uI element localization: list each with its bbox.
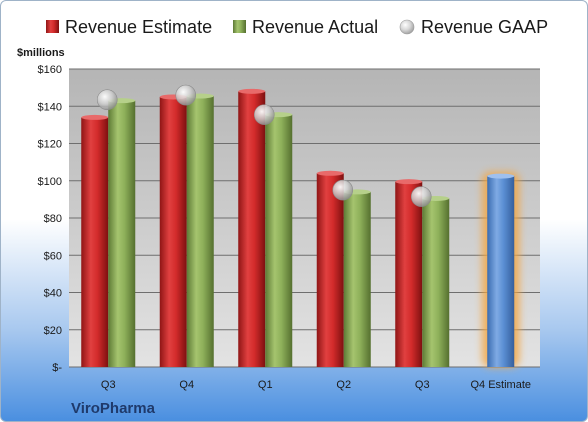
y-tick-label: $160 [38, 64, 62, 76]
bar-cap [316, 170, 344, 176]
y-tick-label: $140 [38, 101, 62, 113]
bars-layer [81, 88, 515, 367]
bar-revenue-actual [343, 191, 371, 367]
x-tick-label: Q1 [258, 379, 273, 391]
bar-revenue-estimate [159, 96, 187, 367]
bar-revenue-actual [186, 96, 214, 367]
gridlines [69, 68, 540, 368]
x-tick-label: Q3 [101, 379, 116, 391]
gaap-marker [332, 179, 354, 201]
legend-label-estimate: Revenue Estimate [65, 17, 212, 37]
bar-revenue-actual [108, 100, 136, 367]
bar-revenue-estimate [81, 117, 109, 367]
y-axis: $- $20 $40 $60 $80 $100 $120 $140 $160 [38, 64, 63, 374]
x-tick-label: Q3 [415, 379, 430, 391]
legend-label-actual: Revenue Actual [252, 17, 378, 37]
y-tick-label: $60 [44, 250, 62, 262]
x-tick-label: Q2 [336, 379, 351, 391]
y-tick-label: $40 [44, 288, 62, 300]
bar-q4-estimate [487, 176, 515, 367]
y-tick-label: $- [52, 362, 62, 374]
legend-swatch-estimate [46, 20, 59, 33]
bar-cap [395, 179, 423, 185]
unit-label: $millions [17, 47, 65, 59]
x-tick-label: Q4 Estimate [470, 379, 531, 391]
bar-cap [238, 88, 266, 94]
x-axis: Q3 Q4 Q1 Q2 Q3 Q4 Estimate [101, 379, 531, 391]
gaap-marker [175, 84, 197, 106]
gaap-marker [96, 89, 118, 111]
y-tick-label: $120 [38, 139, 62, 151]
company-name: ViroPharma [71, 400, 156, 417]
bar-cap [487, 173, 515, 179]
gaap-marker [410, 186, 432, 207]
legend-marker-gaap [399, 19, 415, 35]
legend-swatch-actual [233, 20, 246, 33]
y-tick-label: $100 [38, 176, 62, 188]
gaap-markers-layer [96, 84, 432, 207]
legend-label-gaap: Revenue GAAP [421, 17, 548, 37]
bar-revenue-estimate [238, 91, 266, 367]
gaap-marker [253, 104, 275, 125]
legend: Revenue Estimate Revenue Actual Revenue … [46, 17, 548, 37]
y-tick-label: $20 [44, 325, 62, 337]
bar-revenue-estimate [316, 173, 344, 367]
bar-revenue-estimate [395, 181, 423, 367]
x-tick-label: Q4 [179, 379, 194, 391]
bar-revenue-actual [265, 114, 293, 367]
bar-revenue-actual [422, 198, 450, 367]
y-tick-label: $80 [44, 213, 62, 225]
bar-cap [81, 114, 109, 120]
